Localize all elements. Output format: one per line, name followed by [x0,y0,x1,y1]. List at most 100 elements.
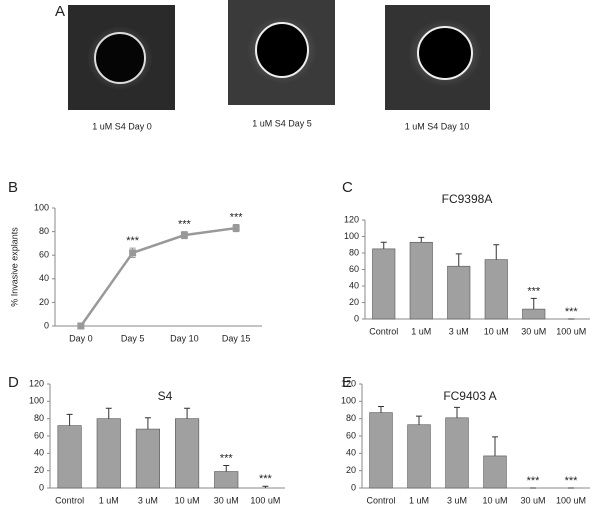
x-tick-label: 10 uM [482,495,507,505]
x-tick-label: Control [366,495,395,505]
x-tick-label: 30 uM [214,495,239,505]
y-tick-label: 20 [34,465,44,475]
y-tick-label: 100 [344,231,359,241]
x-tick-label: Day 5 [121,333,145,343]
error-bar [66,413,73,426]
x-tick-label: 3 uM [138,495,158,505]
line [79,226,237,327]
bar [407,424,431,489]
y-tick-label: 60 [39,250,49,260]
image-caption: 1 uM S4 Day 10 [405,121,470,131]
chart-title: FC9398A [442,192,493,206]
y-tick-label: 40 [34,448,44,458]
y-tick-label: 120 [341,378,356,388]
bar [214,471,239,489]
x-tick-label: 1 uM [409,495,429,505]
y-tick-label: 0 [44,320,49,330]
error-bar [378,406,384,413]
x-tick-label: 10 uM [175,495,200,505]
y-tick-label: 40 [349,280,359,290]
y-tick-label: 0 [39,482,44,492]
significance-label: *** [220,452,234,464]
x-tick-label: 10 uM [484,326,509,336]
error-bar [454,406,460,418]
y-tick-label: 100 [29,396,44,406]
x-tick-label: 1 uM [411,326,431,336]
x-tick-label: Day 0 [69,333,93,343]
y-tick-label: 120 [29,378,44,388]
error-bar [144,417,151,430]
y-tick-label: 60 [34,430,44,440]
x-tick-label: 30 uM [520,495,545,505]
error-bar [184,407,191,419]
y-tick-label: 80 [39,226,49,236]
y-tick-label: 40 [39,273,49,283]
significance-label: *** [565,306,579,318]
y-tick-label: 40 [346,448,356,458]
marker [232,224,240,232]
bar [409,241,433,320]
error-bar [262,485,269,488]
panel-label: B [8,179,18,196]
bar [447,265,471,320]
marker [129,249,137,257]
y-axis-label: % Invasive explants [9,227,19,307]
x-tick-label: 3 uM [447,495,467,505]
x-tick-label: 3 uM [449,326,469,336]
y-tick-label: 120 [344,214,359,224]
error-bar [105,407,112,419]
significance-label: *** [565,475,579,487]
marker [77,322,85,330]
x-tick-label: 1 uM [99,495,119,505]
image-caption: 1 uM S4 Day 5 [252,118,312,128]
bar [135,428,160,489]
y-tick-label: 80 [34,413,44,423]
x-tick-label: 100 uM [556,326,586,336]
panel-label: C [342,179,353,196]
explant-image [68,5,175,110]
bar [96,418,121,489]
y-tick-label: 0 [354,313,359,323]
y-tick-label: 20 [349,297,359,307]
explant-image [228,0,335,105]
y-tick-label: 80 [349,247,359,257]
significance-label: *** [259,473,273,485]
panel-label: E [342,374,352,391]
explant-image [385,5,490,110]
error-bar [493,244,500,260]
y-tick-label: 100 [341,396,356,406]
bar [522,308,546,320]
error-bar [492,436,498,456]
bar [372,248,396,320]
x-tick-label: Day 15 [222,333,251,343]
bar [445,417,469,489]
x-tick-label: 100 uM [556,495,586,505]
y-tick-label: 60 [346,430,356,440]
significance-label: *** [230,211,244,223]
bar [369,412,393,489]
panel-label: D [8,374,19,391]
marker [180,231,188,239]
significance-label: *** [178,219,192,231]
bar [484,259,508,320]
error-bar [416,415,422,425]
significance-label: *** [527,285,541,297]
error-bar [380,241,387,249]
y-tick-label: 20 [346,465,356,475]
x-tick-label: 30 uM [521,326,546,336]
x-tick-label: 100 uM [250,495,280,505]
y-tick-label: 60 [349,264,359,274]
bar [483,455,507,489]
chart-title: S4 [158,389,173,403]
error-bar [530,297,537,310]
bar [57,425,82,489]
bar [175,418,200,489]
significance-label: *** [527,475,541,487]
significance-label: *** [126,235,140,247]
y-tick-label: 0 [351,482,356,492]
chart-title: FC9403 A [443,389,496,403]
error-bar [223,464,230,472]
image-caption: 1 uM S4 Day 0 [92,121,152,131]
error-bar [455,253,462,267]
